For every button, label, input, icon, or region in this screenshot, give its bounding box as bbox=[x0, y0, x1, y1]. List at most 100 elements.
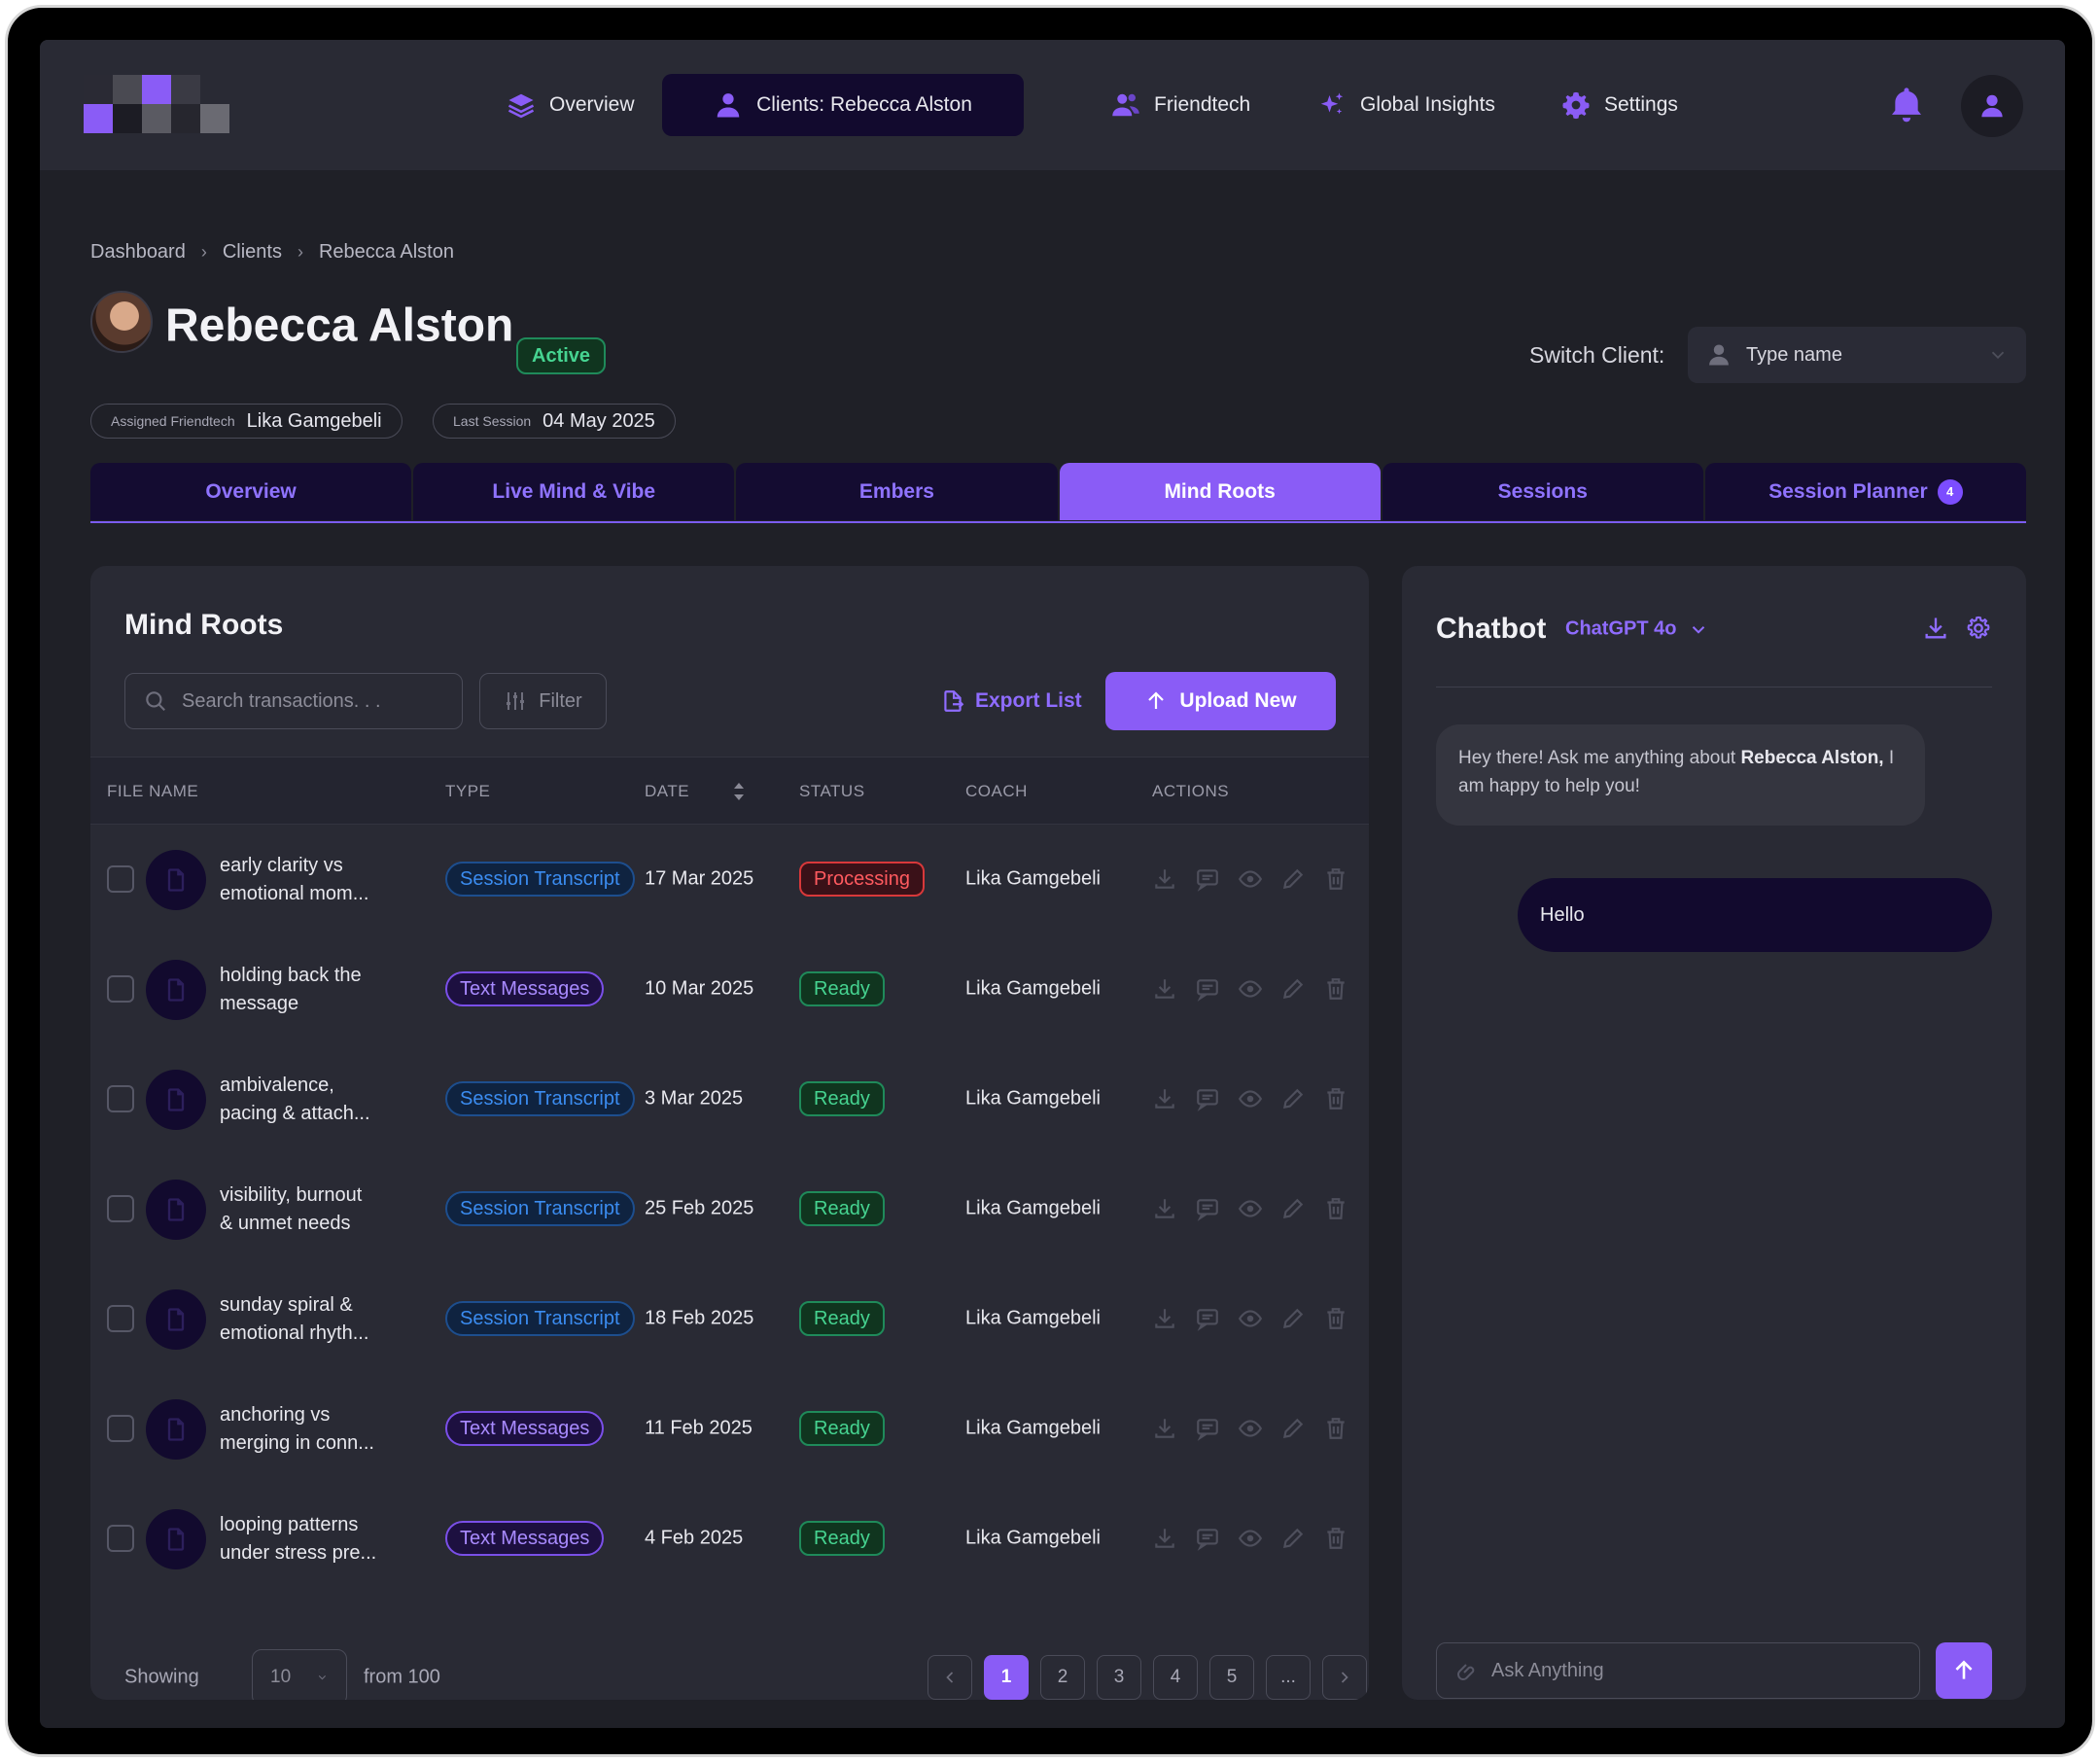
attachment-icon[interactable] bbox=[1454, 1659, 1478, 1682]
logo[interactable] bbox=[84, 75, 231, 135]
file-name[interactable]: ambivalence, pacing & attach... bbox=[220, 1072, 400, 1128]
sort-icon[interactable] bbox=[733, 779, 745, 804]
message-icon[interactable] bbox=[1195, 1526, 1220, 1551]
nav-clients[interactable]: Clients: Rebecca Alston bbox=[662, 74, 1024, 136]
eye-icon[interactable] bbox=[1238, 1306, 1263, 1331]
trash-icon[interactable] bbox=[1323, 866, 1348, 892]
search-input[interactable]: Search transactions. . . bbox=[124, 673, 463, 729]
message-icon[interactable] bbox=[1195, 976, 1220, 1002]
column-header-date[interactable]: DATE bbox=[645, 782, 690, 800]
column-header-type[interactable]: TYPE bbox=[445, 782, 491, 800]
nav-overview[interactable]: Overview bbox=[487, 74, 654, 136]
message-icon[interactable] bbox=[1195, 1086, 1220, 1111]
table-row[interactable]: ambivalence, pacing & attach... Session Tr… bbox=[90, 1044, 1369, 1154]
page-button-4[interactable]: 4 bbox=[1153, 1655, 1198, 1700]
file-name[interactable]: early clarity vs emotional mom... bbox=[220, 852, 400, 908]
model-select[interactable]: ChatGPT 4o bbox=[1565, 618, 1709, 641]
export-list-button[interactable]: Export List bbox=[940, 673, 1082, 729]
pencil-icon[interactable] bbox=[1280, 1526, 1306, 1551]
table-row[interactable]: looping patterns under stress pre... Text … bbox=[90, 1484, 1369, 1594]
breadcrumb-dashboard[interactable]: Dashboard bbox=[90, 241, 186, 263]
trash-icon[interactable] bbox=[1323, 976, 1348, 1002]
chat-input[interactable]: Ask Anything bbox=[1436, 1642, 1920, 1699]
row-checkbox[interactable] bbox=[107, 1195, 134, 1222]
pencil-icon[interactable] bbox=[1280, 1086, 1306, 1111]
send-button[interactable] bbox=[1936, 1642, 1992, 1699]
download-icon[interactable] bbox=[1152, 866, 1177, 892]
page-button-2[interactable]: 2 bbox=[1040, 1655, 1085, 1700]
row-checkbox[interactable] bbox=[107, 865, 134, 893]
switch-client-select[interactable]: Type name bbox=[1688, 327, 2026, 383]
nav-friendtech[interactable]: Friendtech bbox=[1092, 74, 1270, 136]
table-row[interactable]: early clarity vs emotional mom... Session … bbox=[90, 825, 1369, 934]
trash-icon[interactable] bbox=[1323, 1196, 1348, 1221]
pencil-icon[interactable] bbox=[1280, 1416, 1306, 1441]
upload-new-button[interactable]: Upload New bbox=[1105, 672, 1336, 730]
eye-icon[interactable] bbox=[1238, 1196, 1263, 1221]
trash-icon[interactable] bbox=[1323, 1416, 1348, 1441]
file-name[interactable]: sunday spiral & emotional rhyth... bbox=[220, 1291, 400, 1348]
prev-page-button[interactable] bbox=[928, 1655, 972, 1700]
breadcrumb-clients[interactable]: Clients bbox=[222, 241, 282, 263]
file-name[interactable]: visibility, burnout & unmet needs bbox=[220, 1181, 400, 1238]
trash-icon[interactable] bbox=[1323, 1526, 1348, 1551]
eye-icon[interactable] bbox=[1238, 1526, 1263, 1551]
message-icon[interactable] bbox=[1195, 866, 1220, 892]
download-icon[interactable] bbox=[1152, 1086, 1177, 1111]
row-checkbox[interactable] bbox=[107, 1525, 134, 1552]
per-page-select[interactable]: 10 bbox=[252, 1649, 347, 1700]
tab-overview[interactable]: Overview bbox=[90, 463, 412, 520]
bell-icon[interactable] bbox=[1887, 83, 1926, 125]
download-icon[interactable] bbox=[1152, 1416, 1177, 1441]
row-checkbox[interactable] bbox=[107, 975, 134, 1003]
page-button-1[interactable]: 1 bbox=[984, 1655, 1029, 1700]
message-icon[interactable] bbox=[1195, 1196, 1220, 1221]
column-header-status[interactable]: STATUS bbox=[799, 782, 865, 800]
profile-avatar-button[interactable] bbox=[1961, 75, 2023, 137]
next-page-button[interactable] bbox=[1322, 1655, 1367, 1700]
download-icon[interactable] bbox=[1152, 1306, 1177, 1331]
type-badge: Session Transcript bbox=[445, 1191, 635, 1226]
message-icon[interactable] bbox=[1195, 1306, 1220, 1331]
eye-icon[interactable] bbox=[1238, 976, 1263, 1002]
table-row[interactable]: holding back the message Text Messages 10 M… bbox=[90, 934, 1369, 1044]
tab-mind-roots[interactable]: Mind Roots bbox=[1059, 463, 1381, 520]
download-icon[interactable] bbox=[1152, 1526, 1177, 1551]
tab-sessions[interactable]: Sessions bbox=[1382, 463, 1703, 520]
column-header-file-name[interactable]: FILE NAME bbox=[107, 782, 199, 800]
filter-button[interactable]: Filter bbox=[479, 673, 607, 729]
eye-icon[interactable] bbox=[1238, 866, 1263, 892]
file-name[interactable]: looping patterns under stress pre... bbox=[220, 1511, 400, 1568]
row-checkbox[interactable] bbox=[107, 1415, 134, 1442]
tab-embers[interactable]: Embers bbox=[736, 463, 1058, 520]
eye-icon[interactable] bbox=[1238, 1086, 1263, 1111]
download-icon[interactable] bbox=[1152, 1196, 1177, 1221]
table-header: FILE NAME TYPE DATE STATUS COACH ACTIONS bbox=[90, 757, 1369, 825]
tab-session-planner[interactable]: Session Planner 4 bbox=[1704, 463, 2027, 520]
row-checkbox[interactable] bbox=[107, 1305, 134, 1332]
page-ellipsis[interactable]: ... bbox=[1266, 1655, 1311, 1700]
tab-live-mind-vibe[interactable]: Live Mind & Vibe bbox=[413, 463, 735, 520]
column-header-coach[interactable]: COACH bbox=[965, 782, 1028, 800]
pencil-icon[interactable] bbox=[1280, 866, 1306, 892]
trash-icon[interactable] bbox=[1323, 1086, 1348, 1111]
download-icon[interactable] bbox=[1922, 615, 1949, 642]
file-name[interactable]: anchoring vs merging in conn... bbox=[220, 1401, 400, 1458]
eye-icon[interactable] bbox=[1238, 1416, 1263, 1441]
pencil-icon[interactable] bbox=[1280, 1196, 1306, 1221]
trash-icon[interactable] bbox=[1323, 1306, 1348, 1331]
pencil-icon[interactable] bbox=[1280, 976, 1306, 1002]
page-button-3[interactable]: 3 bbox=[1097, 1655, 1141, 1700]
row-checkbox[interactable] bbox=[107, 1085, 134, 1112]
table-row[interactable]: visibility, burnout & unmet needs Session … bbox=[90, 1154, 1369, 1264]
download-icon[interactable] bbox=[1152, 976, 1177, 1002]
page-button-5[interactable]: 5 bbox=[1209, 1655, 1254, 1700]
table-row[interactable]: anchoring vs merging in conn... Text Messa… bbox=[90, 1374, 1369, 1484]
pencil-icon[interactable] bbox=[1280, 1306, 1306, 1331]
nav-settings[interactable]: Settings bbox=[1542, 74, 1698, 136]
table-row[interactable]: sunday spiral & emotional rhyth... Session… bbox=[90, 1264, 1369, 1374]
nav-global-insights[interactable]: Global Insights bbox=[1298, 74, 1515, 136]
gear-icon[interactable] bbox=[1965, 615, 1992, 642]
message-icon[interactable] bbox=[1195, 1416, 1220, 1441]
file-name[interactable]: holding back the message bbox=[220, 962, 400, 1018]
